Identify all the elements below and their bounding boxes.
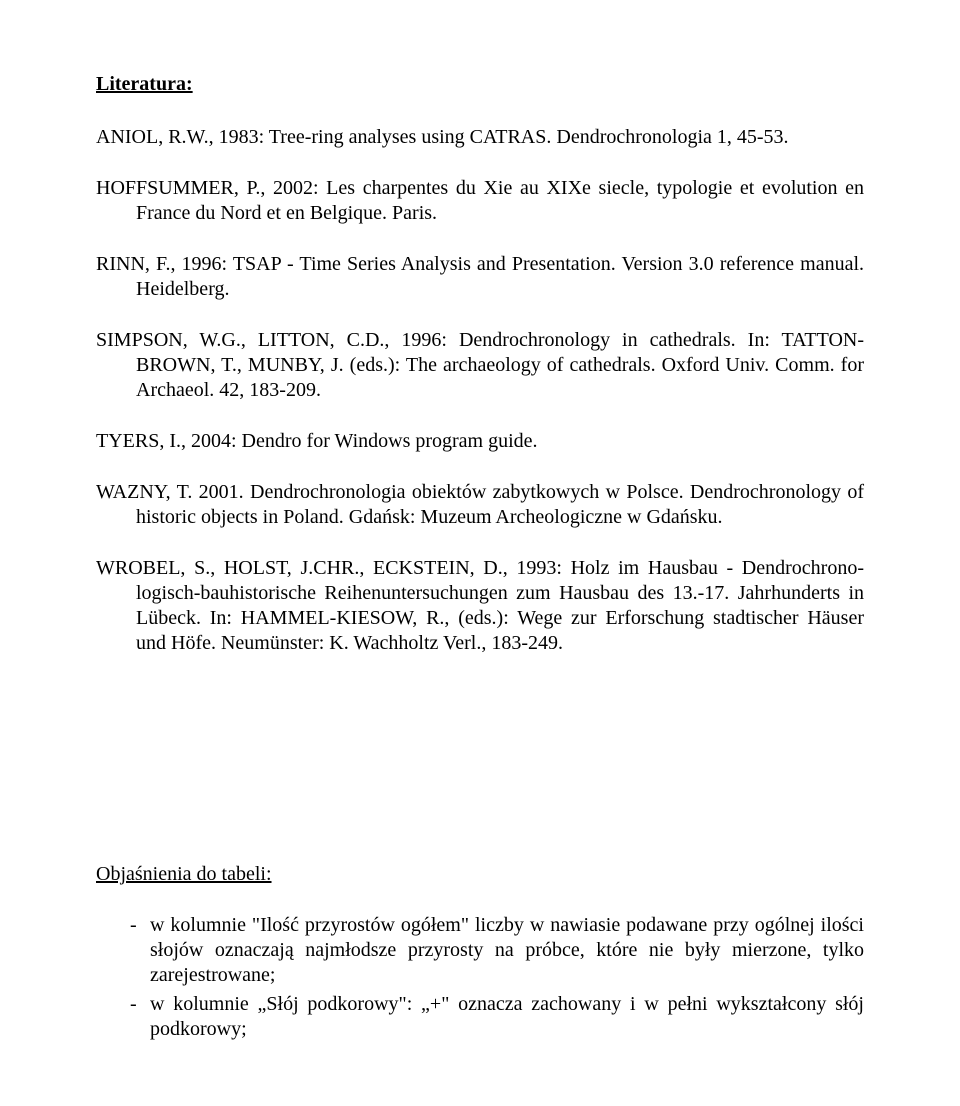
notes-list: - w kolumnie "Ilość przyrostów ogółem" l… — [96, 913, 864, 1042]
literatura-heading: Literatura: — [96, 72, 864, 97]
reference-item: TYERS, I., 2004: Dendro for Windows prog… — [96, 429, 864, 454]
vertical-spacer — [96, 682, 864, 862]
notes-list-item: - w kolumnie "Ilość przyrostów ogółem" l… — [96, 913, 864, 988]
notes-list-item: - w kolumnie „Słój podkorowy": „+" oznac… — [96, 992, 864, 1042]
reference-item: SIMPSON, W.G., LITTON, C.D., 1996: Dendr… — [96, 328, 864, 403]
notes-list-item-text: w kolumnie "Ilość przyrostów ogółem" lic… — [150, 913, 864, 988]
notes-heading: Objaśnienia do tabeli: — [96, 862, 864, 887]
dash-bullet: - — [96, 913, 150, 988]
notes-list-item-text: w kolumnie „Słój podkorowy": „+" oznacza… — [150, 992, 864, 1042]
reference-item: WROBEL, S., HOLST, J.CHR., ECKSTEIN, D.,… — [96, 556, 864, 656]
dash-bullet: - — [96, 992, 150, 1042]
reference-item: RINN, F., 1996: TSAP - Time Series Analy… — [96, 252, 864, 302]
reference-item: WAZNY, T. 2001. Dendrochronologia obiekt… — [96, 480, 864, 530]
reference-item: HOFFSUMMER, P., 2002: Les charpentes du … — [96, 176, 864, 226]
reference-item: ANIOL, R.W., 1983: Tree-ring analyses us… — [96, 125, 864, 150]
